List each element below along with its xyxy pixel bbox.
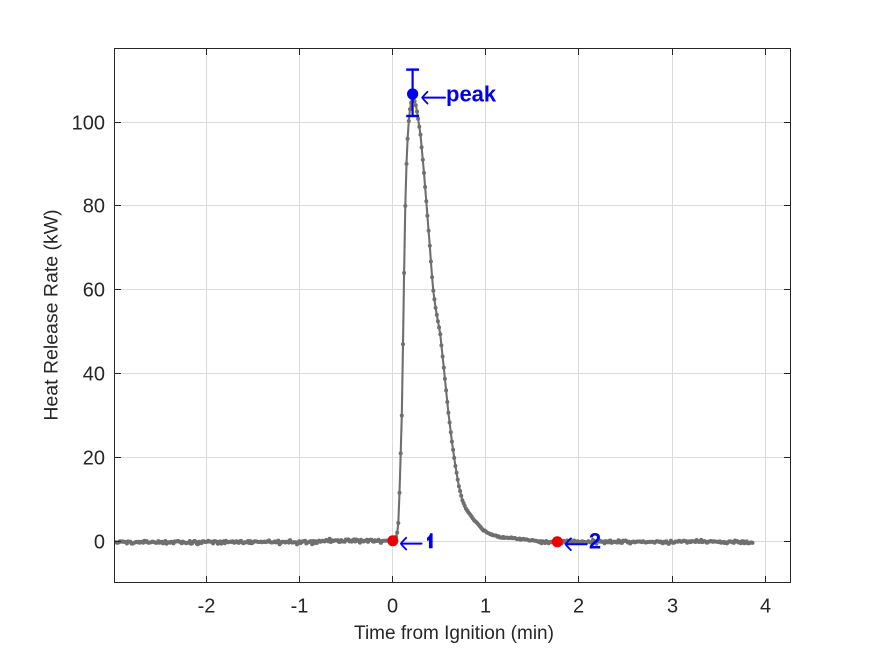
svg-text:-1: -1 bbox=[291, 595, 309, 617]
svg-text:60: 60 bbox=[83, 280, 105, 302]
svg-text:0: 0 bbox=[387, 595, 398, 617]
svg-text:100: 100 bbox=[72, 113, 105, 135]
svg-text:peak: peak bbox=[446, 82, 497, 107]
svg-text:3: 3 bbox=[667, 595, 678, 617]
svg-text:80: 80 bbox=[83, 196, 105, 218]
svg-text:20: 20 bbox=[83, 448, 105, 470]
svg-text:1: 1 bbox=[480, 595, 491, 617]
svg-text:2: 2 bbox=[573, 595, 584, 617]
svg-text:Time from Ignition (min): Time from Ignition (min) bbox=[354, 623, 554, 644]
svg-text:-2: -2 bbox=[198, 595, 216, 617]
svg-text:Heat Release Rate (kW): Heat Release Rate (kW) bbox=[41, 209, 63, 420]
svg-text:2: 2 bbox=[589, 529, 601, 554]
svg-text:40: 40 bbox=[83, 364, 105, 386]
svg-text:0: 0 bbox=[94, 532, 105, 554]
svg-text:4: 4 bbox=[760, 595, 771, 617]
